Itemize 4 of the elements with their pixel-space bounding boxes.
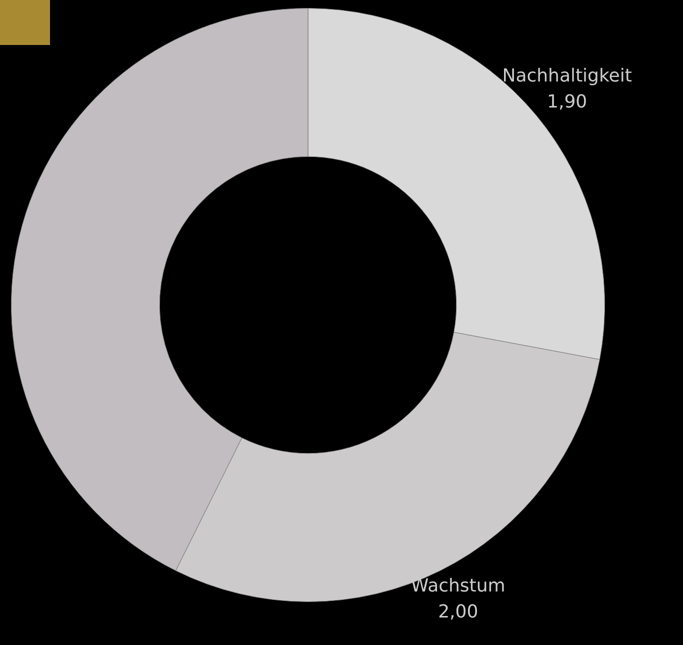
data-label: 1,90: [547, 92, 588, 113]
slice-label: Wachstum: [410, 576, 506, 597]
data-label: 2,00: [438, 602, 478, 623]
slice-label: Nachhaltigkeit: [502, 66, 632, 87]
